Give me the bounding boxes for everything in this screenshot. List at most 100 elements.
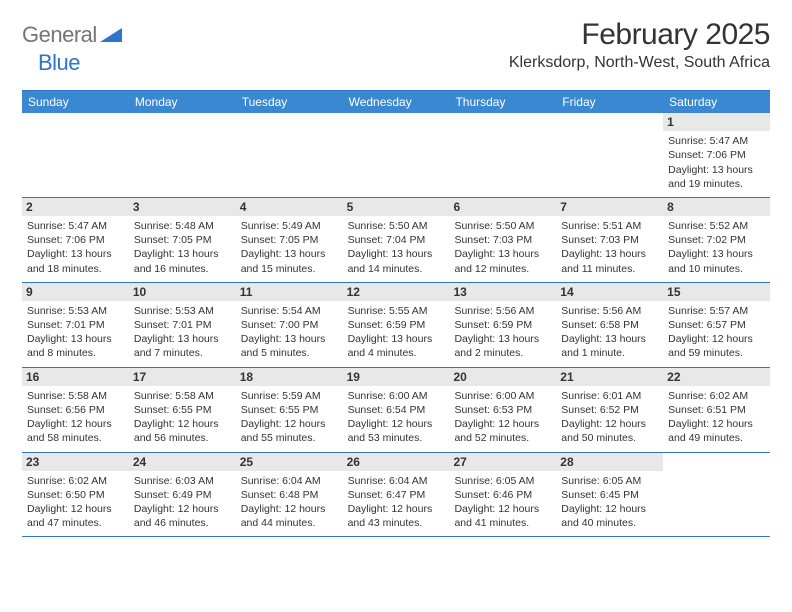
daylight-text: and 8 minutes.: [27, 346, 124, 360]
sunset-text: Sunset: 6:57 PM: [668, 318, 765, 332]
day-cell: 21Sunrise: 6:01 AMSunset: 6:52 PMDayligh…: [556, 368, 663, 452]
day-cell: [663, 453, 770, 537]
daylight-text: and 4 minutes.: [348, 346, 445, 360]
day-cell: 6Sunrise: 5:50 AMSunset: 7:03 PMDaylight…: [449, 198, 556, 282]
day-cell: [129, 113, 236, 197]
daylight-text: and 5 minutes.: [241, 346, 338, 360]
day-number: 25: [236, 453, 343, 471]
day-cell: 9Sunrise: 5:53 AMSunset: 7:01 PMDaylight…: [22, 283, 129, 367]
day-cell: 25Sunrise: 6:04 AMSunset: 6:48 PMDayligh…: [236, 453, 343, 537]
sunrise-text: Sunrise: 5:53 AM: [134, 304, 231, 318]
day-cell: [343, 113, 450, 197]
sunrise-text: Sunrise: 5:58 AM: [27, 389, 124, 403]
day-number: 13: [449, 283, 556, 301]
calendar-grid: Sunday Monday Tuesday Wednesday Thursday…: [22, 90, 770, 537]
day-cell: 20Sunrise: 6:00 AMSunset: 6:53 PMDayligh…: [449, 368, 556, 452]
day-cell: 3Sunrise: 5:48 AMSunset: 7:05 PMDaylight…: [129, 198, 236, 282]
daylight-text: and 10 minutes.: [668, 262, 765, 276]
sunrise-text: Sunrise: 5:54 AM: [241, 304, 338, 318]
sunrise-text: Sunrise: 5:56 AM: [454, 304, 551, 318]
sunset-text: Sunset: 7:01 PM: [27, 318, 124, 332]
sunset-text: Sunset: 7:06 PM: [668, 148, 765, 162]
day-number: 21: [556, 368, 663, 386]
daylight-text: Daylight: 12 hours: [348, 417, 445, 431]
daylight-text: and 7 minutes.: [134, 346, 231, 360]
calendar-page: General February 2025 Klerksdorp, North-…: [0, 0, 792, 547]
daylight-text: and 11 minutes.: [561, 262, 658, 276]
daylight-text: and 53 minutes.: [348, 431, 445, 445]
sunrise-text: Sunrise: 5:47 AM: [27, 219, 124, 233]
day-cell: 2Sunrise: 5:47 AMSunset: 7:06 PMDaylight…: [22, 198, 129, 282]
sunrise-text: Sunrise: 5:52 AM: [668, 219, 765, 233]
day-cell: 12Sunrise: 5:55 AMSunset: 6:59 PMDayligh…: [343, 283, 450, 367]
sunset-text: Sunset: 6:50 PM: [27, 488, 124, 502]
daylight-text: Daylight: 12 hours: [134, 502, 231, 516]
day-number: 8: [663, 198, 770, 216]
daylight-text: and 1 minute.: [561, 346, 658, 360]
sunset-text: Sunset: 6:53 PM: [454, 403, 551, 417]
daylight-text: Daylight: 13 hours: [134, 247, 231, 261]
dow-wednesday: Wednesday: [343, 91, 450, 113]
daylight-text: Daylight: 13 hours: [454, 332, 551, 346]
sunrise-text: Sunrise: 5:59 AM: [241, 389, 338, 403]
day-cell: 4Sunrise: 5:49 AMSunset: 7:05 PMDaylight…: [236, 198, 343, 282]
week-row: 2Sunrise: 5:47 AMSunset: 7:06 PMDaylight…: [22, 197, 770, 282]
sunset-text: Sunset: 7:05 PM: [134, 233, 231, 247]
daylight-text: and 41 minutes.: [454, 516, 551, 530]
day-cell: 11Sunrise: 5:54 AMSunset: 7:00 PMDayligh…: [236, 283, 343, 367]
daylight-text: Daylight: 12 hours: [454, 417, 551, 431]
sunset-text: Sunset: 6:52 PM: [561, 403, 658, 417]
daylight-text: Daylight: 13 hours: [668, 163, 765, 177]
sunset-text: Sunset: 6:55 PM: [241, 403, 338, 417]
sunrise-text: Sunrise: 5:55 AM: [348, 304, 445, 318]
daylight-text: and 2 minutes.: [454, 346, 551, 360]
sunset-text: Sunset: 6:48 PM: [241, 488, 338, 502]
day-cell: 16Sunrise: 5:58 AMSunset: 6:56 PMDayligh…: [22, 368, 129, 452]
sunrise-text: Sunrise: 5:50 AM: [454, 219, 551, 233]
day-number: 12: [343, 283, 450, 301]
day-number: 28: [556, 453, 663, 471]
sunset-text: Sunset: 6:59 PM: [348, 318, 445, 332]
sunset-text: Sunset: 6:47 PM: [348, 488, 445, 502]
day-cell: 22Sunrise: 6:02 AMSunset: 6:51 PMDayligh…: [663, 368, 770, 452]
daylight-text: and 43 minutes.: [348, 516, 445, 530]
day-cell: [449, 113, 556, 197]
daylight-text: Daylight: 12 hours: [241, 417, 338, 431]
daylight-text: and 16 minutes.: [134, 262, 231, 276]
day-cell: 28Sunrise: 6:05 AMSunset: 6:45 PMDayligh…: [556, 453, 663, 537]
day-of-week-header: Sunday Monday Tuesday Wednesday Thursday…: [22, 91, 770, 113]
sunrise-text: Sunrise: 6:02 AM: [27, 474, 124, 488]
dow-tuesday: Tuesday: [236, 91, 343, 113]
sunrise-text: Sunrise: 6:00 AM: [454, 389, 551, 403]
daylight-text: and 12 minutes.: [454, 262, 551, 276]
day-cell: 1Sunrise: 5:47 AMSunset: 7:06 PMDaylight…: [663, 113, 770, 197]
day-number: 15: [663, 283, 770, 301]
daylight-text: and 59 minutes.: [668, 346, 765, 360]
sunset-text: Sunset: 6:45 PM: [561, 488, 658, 502]
sunrise-text: Sunrise: 6:00 AM: [348, 389, 445, 403]
day-number: 16: [22, 368, 129, 386]
dow-friday: Friday: [556, 91, 663, 113]
daylight-text: Daylight: 12 hours: [668, 332, 765, 346]
page-title: February 2025: [509, 18, 770, 52]
day-number: 5: [343, 198, 450, 216]
dow-monday: Monday: [129, 91, 236, 113]
sunset-text: Sunset: 6:56 PM: [27, 403, 124, 417]
sunrise-text: Sunrise: 5:56 AM: [561, 304, 658, 318]
day-cell: 17Sunrise: 5:58 AMSunset: 6:55 PMDayligh…: [129, 368, 236, 452]
day-number: 4: [236, 198, 343, 216]
daylight-text: Daylight: 13 hours: [241, 332, 338, 346]
daylight-text: Daylight: 12 hours: [454, 502, 551, 516]
day-number: 26: [343, 453, 450, 471]
day-cell: 5Sunrise: 5:50 AMSunset: 7:04 PMDaylight…: [343, 198, 450, 282]
sunrise-text: Sunrise: 5:47 AM: [668, 134, 765, 148]
daylight-text: and 19 minutes.: [668, 177, 765, 191]
daylight-text: and 46 minutes.: [134, 516, 231, 530]
daylight-text: Daylight: 13 hours: [27, 247, 124, 261]
sunset-text: Sunset: 7:06 PM: [27, 233, 124, 247]
brand-logo: General: [22, 18, 124, 46]
sunset-text: Sunset: 6:58 PM: [561, 318, 658, 332]
week-row: 23Sunrise: 6:02 AMSunset: 6:50 PMDayligh…: [22, 452, 770, 537]
daylight-text: Daylight: 12 hours: [348, 502, 445, 516]
day-cell: 18Sunrise: 5:59 AMSunset: 6:55 PMDayligh…: [236, 368, 343, 452]
